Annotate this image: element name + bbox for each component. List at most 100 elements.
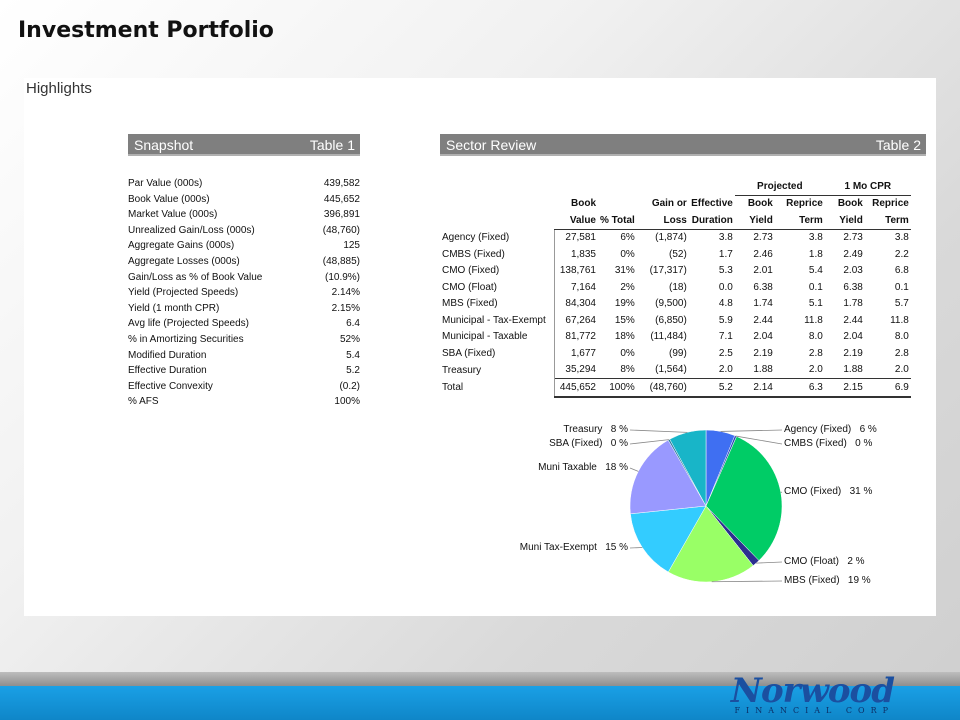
cell-value: 2.19 — [843, 347, 863, 359]
cell-value: 100% — [598, 378, 637, 398]
column-header-top: Book — [571, 198, 596, 209]
column-header: Value — [554, 212, 598, 230]
cell-value: 84,304 — [553, 295, 598, 312]
snapshot-value: (0.2) — [339, 380, 360, 392]
pie-label-pct: 31 % — [849, 486, 873, 497]
page-title: Investment Portfolio — [18, 18, 274, 43]
cell-value: (9,500) — [655, 298, 687, 310]
pie-leader-line — [629, 547, 643, 549]
pie-label: CMO (Float) 2 % — [784, 556, 865, 567]
group-1mo-cpr: 1 Mo CPR — [824, 178, 911, 196]
snapshot-value: 445,652 — [323, 193, 360, 205]
snapshot-value: 125 — [343, 240, 360, 252]
snapshot-label: Effective Duration — [128, 365, 207, 377]
norwood-logo: Norwood — [730, 671, 895, 711]
cell-value: 2.8 — [894, 347, 909, 359]
pie-label-name: MBS (Fixed) — [784, 575, 840, 586]
pie-leader-line — [711, 580, 783, 583]
column-header-top: Book — [747, 198, 773, 210]
pie-label-pct: 0 % — [855, 438, 873, 449]
pie-label-pct: 15 % — [605, 542, 628, 553]
pie-label-pct: 19 % — [847, 575, 871, 586]
snapshot-label: Unrealized Gain/Loss (000s) — [128, 224, 255, 236]
row-label: CMBS (Fixed) — [442, 248, 505, 260]
pie-slice-muni-taxable — [629, 439, 707, 515]
row-label: Treasury — [442, 364, 482, 376]
pie-label-name: CMO (Float) — [784, 556, 839, 567]
cell-value: 1,677 — [553, 345, 598, 362]
pie-label: Treasury 8 % — [563, 424, 628, 435]
cell-value: 2.04 — [843, 331, 863, 343]
snapshot-label: Gain/Loss as % of Book Value — [128, 271, 263, 283]
column-header: Duration — [688, 212, 735, 230]
snapshot-value: 2.14% — [331, 287, 360, 299]
cell-value: 1,835 — [553, 246, 598, 263]
snapshot-table-number: Table 1 — [309, 137, 355, 153]
cell-value: 0.1 — [808, 281, 823, 293]
snapshot-value: 5.2 — [346, 365, 360, 377]
column-header-top: Effective — [691, 198, 733, 209]
cell-value: 6.8 — [894, 265, 909, 277]
pie-leader-line — [629, 467, 639, 472]
row-label: Agency (Fixed) — [442, 232, 510, 243]
cell-value: 2.14 — [734, 378, 775, 398]
column-header: Yield — [824, 212, 865, 230]
pie-label-name: CMO (Fixed) — [784, 486, 842, 497]
snapshot-value: (10.9%) — [324, 271, 360, 283]
cell-value: 2.0 — [894, 364, 909, 376]
table-row: SBA (Fixed) 1,677 0% (99) 2.5 2.19 2.8 2.19 2.8 — [440, 345, 911, 362]
snapshot-label: Effective Convexity — [128, 380, 213, 392]
pie-slice-cmo-fixed- — [705, 436, 783, 561]
cell-value: 2.0 — [808, 364, 823, 376]
cell-value: 27,581 — [553, 229, 598, 246]
snapshot-label: Yield (1 month CPR) — [128, 302, 220, 314]
cell-value: 2.01 — [753, 265, 773, 277]
content-panel: Highlights Snapshot Table 1 Par Value (0… — [24, 78, 936, 616]
column-header-top: Gain or — [651, 198, 687, 209]
cell-value: 5.9 — [718, 314, 733, 326]
snapshot-row: Avg life (Projected Speeds) 6.4 — [128, 316, 360, 332]
pie-label-pct: 8 % — [610, 424, 628, 435]
cell-value: 1.88 — [843, 364, 863, 376]
table-row: Agency (Fixed) 27,581 6% (1,874) 3.8 2.73 3.8 2… — [440, 229, 911, 246]
cell-value: 2.73 — [843, 232, 863, 244]
cell-value: 138,761 — [553, 262, 598, 279]
table-row: CMO (Fixed) 138,761 31% (17,317) 5.3 2.01 5.4 2… — [440, 262, 911, 279]
table-row: Treasury 35,294 8% (1,564) 2.0 1.88 2.0 1.88 2.0 — [440, 361, 911, 379]
snapshot-label: % in Amortizing Securities — [128, 333, 244, 345]
table-row: CMBS (Fixed) 1,835 0% (52) 1.7 2.46 1.8 2.49 2.2 — [440, 246, 911, 263]
cell-value: 1.74 — [753, 298, 773, 310]
cell-value: 8.0 — [894, 331, 909, 343]
snapshot-row: Aggregate Losses (000s) (48,885) — [128, 254, 360, 270]
column-header-top: Reprice — [872, 198, 909, 210]
cell-value: 6.38 — [843, 281, 863, 293]
snapshot-row: Gain/Loss as % of Book Value (10.9%) — [128, 270, 360, 286]
snapshot-row: Market Value (000s) 396,891 — [128, 207, 360, 223]
row-label: MBS (Fixed) — [442, 298, 498, 310]
cell-value: (17,317) — [649, 265, 687, 277]
cell-value: (6,850) — [655, 314, 687, 326]
snapshot-value: (48,760) — [322, 224, 360, 236]
cell-value: (1,564) — [655, 364, 687, 376]
row-label: SBA (Fixed) — [442, 347, 496, 359]
pie-leader-line — [756, 561, 783, 564]
cell-value: 2.2 — [894, 248, 909, 260]
cell-value: 5.3 — [718, 265, 733, 277]
pie-label: CMO (Fixed) 31 % — [784, 486, 872, 497]
cell-value: 31% — [614, 265, 635, 277]
snapshot-label: Par Value (000s) — [128, 178, 203, 189]
snapshot-value: 396,891 — [323, 209, 360, 221]
cell-value: 18% — [614, 331, 635, 343]
pie-leader-line — [720, 429, 783, 432]
cell-value: 0% — [620, 347, 635, 359]
cell-value: 0% — [620, 248, 635, 260]
table-row: MBS (Fixed) 84,304 19% (9,500) 4.8 1.74 5.1 1.7… — [440, 295, 911, 312]
pie-leader-line — [629, 439, 669, 445]
cell-value: 7.1 — [718, 331, 733, 343]
row-label: Municipal - Taxable — [442, 331, 528, 343]
cell-value: 1.78 — [843, 298, 863, 310]
snapshot-label: Modified Duration — [128, 349, 207, 361]
snapshot-label: Avg life (Projected Speeds) — [128, 318, 249, 330]
snapshot-label: Book Value (000s) — [128, 193, 210, 205]
cell-value: 2% — [620, 281, 635, 293]
